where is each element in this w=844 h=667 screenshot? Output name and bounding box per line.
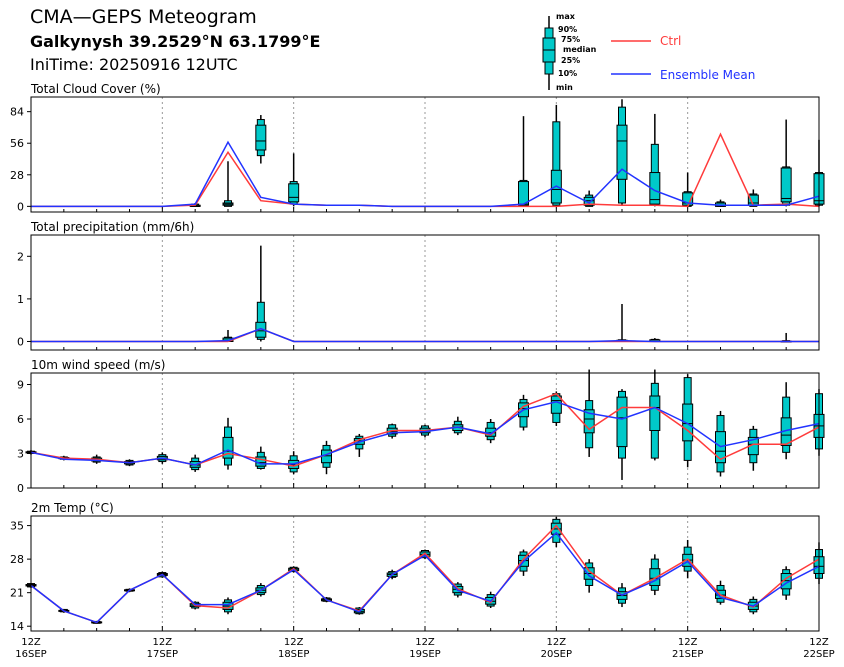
legend-mean-label: Ensemble Mean <box>660 68 755 82</box>
x-tick-label: 12Z <box>547 637 567 648</box>
mean-line <box>30 401 820 466</box>
legend-ctrl-label: Ctrl <box>660 34 681 48</box>
y-tick-label: 84 <box>10 106 24 119</box>
y-tick-label: 0 <box>17 482 24 495</box>
y-tick-label: 28 <box>10 553 24 566</box>
x-tick-label: 18SEP <box>278 649 309 660</box>
box-inner <box>780 167 792 203</box>
legend: max 90%75%median 25% 10% min Ctrl Ensemble Mea… <box>542 12 755 92</box>
x-tick-label: 12Z <box>284 637 304 648</box>
panel-2: 10m wind speed (m/s) 0 3 6 9 <box>17 358 825 495</box>
ensemble-box <box>747 425 759 471</box>
x-tick-label: 12Z <box>678 637 698 648</box>
y-tick-label: 35 <box>10 520 24 533</box>
y-tick-label: 56 <box>10 137 24 150</box>
ensemble-box <box>353 433 365 457</box>
y-tick-label: 9 <box>17 379 24 392</box>
legend-box-label: min <box>556 83 573 92</box>
ensemble-box <box>255 446 267 470</box>
location-label: Galkynysh 39.2529°N 63.1799°E <box>30 32 321 51</box>
ensemble-box <box>452 416 464 436</box>
mean-line <box>31 327 819 343</box>
ensemble-box <box>255 115 267 164</box>
panel-1: Total precipitation (mm/6h) 0 1 2 <box>17 220 820 351</box>
panel-3: 2m Temp (°C) 14 21 28 35 <box>10 501 825 633</box>
ensemble-box <box>649 369 661 461</box>
legend-box-label: 10% <box>558 69 577 78</box>
mean-line <box>30 531 820 624</box>
ensemble-box <box>780 119 792 207</box>
ensemble-box <box>616 99 628 206</box>
panel-frame <box>30 96 820 213</box>
panel-title: 2m Temp (°C) <box>31 501 114 515</box>
x-tick-label: 12Z <box>153 637 173 648</box>
ensemble-box <box>288 153 300 207</box>
legend-box-label: max <box>556 12 576 21</box>
legend-box-label: 90% <box>558 25 577 34</box>
box-outer <box>256 301 265 340</box>
box-inner <box>222 436 234 459</box>
ensemble-box <box>616 389 628 480</box>
x-tick-label: 19SEP <box>409 649 440 660</box>
ensemble-box <box>255 245 267 342</box>
box-inner <box>616 396 628 448</box>
y-tick-label: 0 <box>17 335 24 348</box>
legend-box-label: 25% <box>561 56 580 65</box>
y-tick-label: 14 <box>10 620 24 633</box>
box-inner <box>518 181 529 206</box>
x-tick-label: 17SEP <box>147 649 178 660</box>
ensemble-box <box>780 382 792 460</box>
y-tick-label: 3 <box>17 448 24 461</box>
ensemble-box <box>649 554 661 596</box>
ctrl-line <box>31 132 820 208</box>
box-inner <box>255 124 267 151</box>
y-tick-label: 28 <box>10 169 24 182</box>
y-tick-label: 2 <box>17 250 24 263</box>
x-tick-label: 20SEP <box>541 649 572 660</box>
panel-0: Total Cloud Cover (%) 0 28 56 84 <box>10 82 825 213</box>
panel-frame <box>30 515 820 632</box>
panel-frame <box>30 372 820 489</box>
box-inner <box>616 124 628 180</box>
box-inner <box>649 395 661 431</box>
ensemble-box <box>222 161 234 207</box>
legend-box-label: median <box>563 45 597 54</box>
x-tick-label: 12Z <box>809 637 829 648</box>
panel-title: Total precipitation (mm/6h) <box>30 220 194 234</box>
box-inner <box>583 196 595 206</box>
init-time-label: IniTime: 20250916 12UTC <box>30 55 238 74</box>
ensemble-box <box>321 440 332 475</box>
x-tick-label: 12Z <box>21 637 41 648</box>
x-tick-label: 22SEP <box>803 649 834 660</box>
panel-frame <box>30 234 820 351</box>
box-inner <box>550 395 562 414</box>
x-tick-label: 12Z <box>415 637 435 648</box>
mean-line <box>31 140 820 208</box>
ensemble-box <box>682 374 694 468</box>
box-inner <box>649 172 661 205</box>
chart-title: CMA—GEPS Meteogram <box>30 6 257 28</box>
box-inner <box>583 409 595 434</box>
x-tick-label: 16SEP <box>15 649 46 660</box>
x-tick-label: 21SEP <box>672 649 703 660</box>
box-inner <box>288 183 300 203</box>
ensemble-box <box>518 116 529 207</box>
ensemble-box <box>780 332 792 343</box>
y-tick-label: 0 <box>17 200 24 213</box>
ensemble-box <box>550 104 562 207</box>
y-tick-label: 6 <box>17 413 24 426</box>
y-tick-label: 1 <box>17 293 24 306</box>
ensemble-box <box>616 304 628 342</box>
box-outer <box>552 121 561 206</box>
legend-box-label: 75% <box>561 35 580 44</box>
panel-title: Total Cloud Cover (%) <box>30 82 161 96</box>
ensemble-box <box>222 417 234 470</box>
panel-title: 10m wind speed (m/s) <box>31 358 165 372</box>
y-tick-label: 21 <box>10 587 24 600</box>
box-inner <box>682 403 694 442</box>
